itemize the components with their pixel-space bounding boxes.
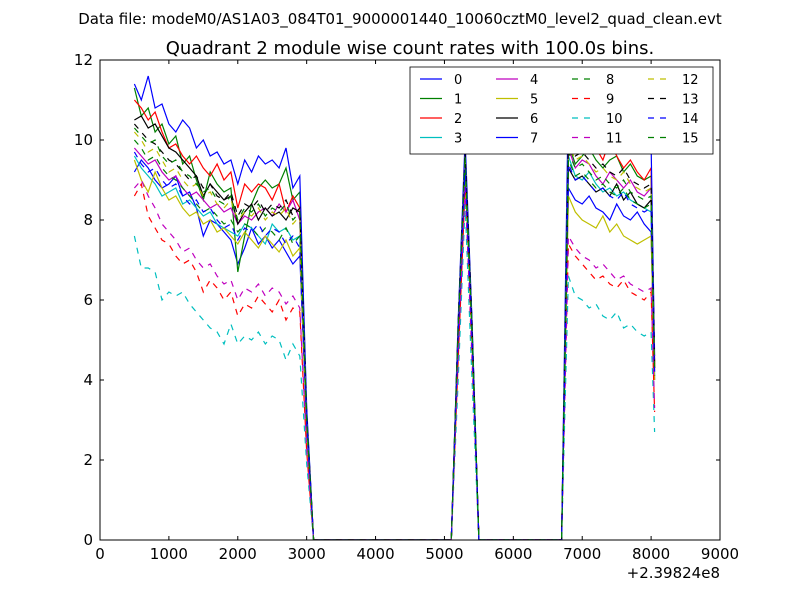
series-line-15 <box>133 127 656 540</box>
series-line-14 <box>133 151 656 540</box>
legend-label-12: 12 <box>682 73 699 88</box>
legend-label-14: 14 <box>682 112 699 127</box>
legend-label-7: 7 <box>530 132 538 147</box>
x-tick-label: 5000 <box>425 545 463 563</box>
legend-label-3: 3 <box>454 132 462 147</box>
y-tick-label: 2 <box>83 451 93 469</box>
legend-label-13: 13 <box>682 93 699 108</box>
legend-label-4: 4 <box>530 73 538 88</box>
y-tick-label: 4 <box>83 371 93 389</box>
legend-label-5: 5 <box>530 93 538 108</box>
legend-label-10: 10 <box>606 112 623 127</box>
series-layer <box>133 75 656 540</box>
x-tick-label: 9000 <box>701 545 739 563</box>
legend-label-11: 11 <box>606 132 623 147</box>
y-tick-label: 6 <box>83 291 93 309</box>
y-tick-label: 0 <box>83 531 93 549</box>
series-line-11 <box>133 178 656 540</box>
series-line-13 <box>133 123 656 540</box>
x-tick-label: 1000 <box>150 545 188 563</box>
legend-label-6: 6 <box>530 112 538 127</box>
legend-label-0: 0 <box>454 73 462 88</box>
legend-frame <box>409 66 714 155</box>
plot-area: 0 1000 2000 3000 4000 5000 6000 7000 8000 9000 0 2 4… <box>74 51 739 563</box>
y-tick-label: 12 <box>74 51 93 69</box>
legend-label-1: 1 <box>454 93 462 108</box>
legend-label-2: 2 <box>454 112 462 127</box>
series-line-8 <box>133 139 656 540</box>
figure-suptitle: Data file: modeM0/AS1A03_084T01_90000014… <box>78 10 722 29</box>
series-line-4 <box>133 147 656 540</box>
x-tick-label: 4000 <box>356 545 394 563</box>
x-tick-label: 8000 <box>632 545 670 563</box>
legend-label-15: 15 <box>682 132 699 147</box>
y-tick-label: 10 <box>74 131 93 149</box>
chart-title: Quadrant 2 module wise count rates with … <box>166 38 655 59</box>
x-offset-label: +2.39824e8 <box>627 564 720 582</box>
series-line-12 <box>133 131 656 540</box>
series-line-9 <box>133 182 656 540</box>
x-tick-label: 2000 <box>219 545 257 563</box>
x-tick-label: 6000 <box>494 545 532 563</box>
legend-label-8: 8 <box>606 73 614 88</box>
y-tick-label: 8 <box>83 211 93 229</box>
legend-label-9: 9 <box>606 93 614 108</box>
x-tick-label: 7000 <box>563 545 601 563</box>
ticks-layer: 0 1000 2000 3000 4000 5000 6000 7000 8000 9000 0 2 4… <box>74 51 739 563</box>
series-line-10 <box>133 203 656 540</box>
x-tick-label: 3000 <box>288 545 326 563</box>
x-tick-label: 0 <box>95 545 105 563</box>
